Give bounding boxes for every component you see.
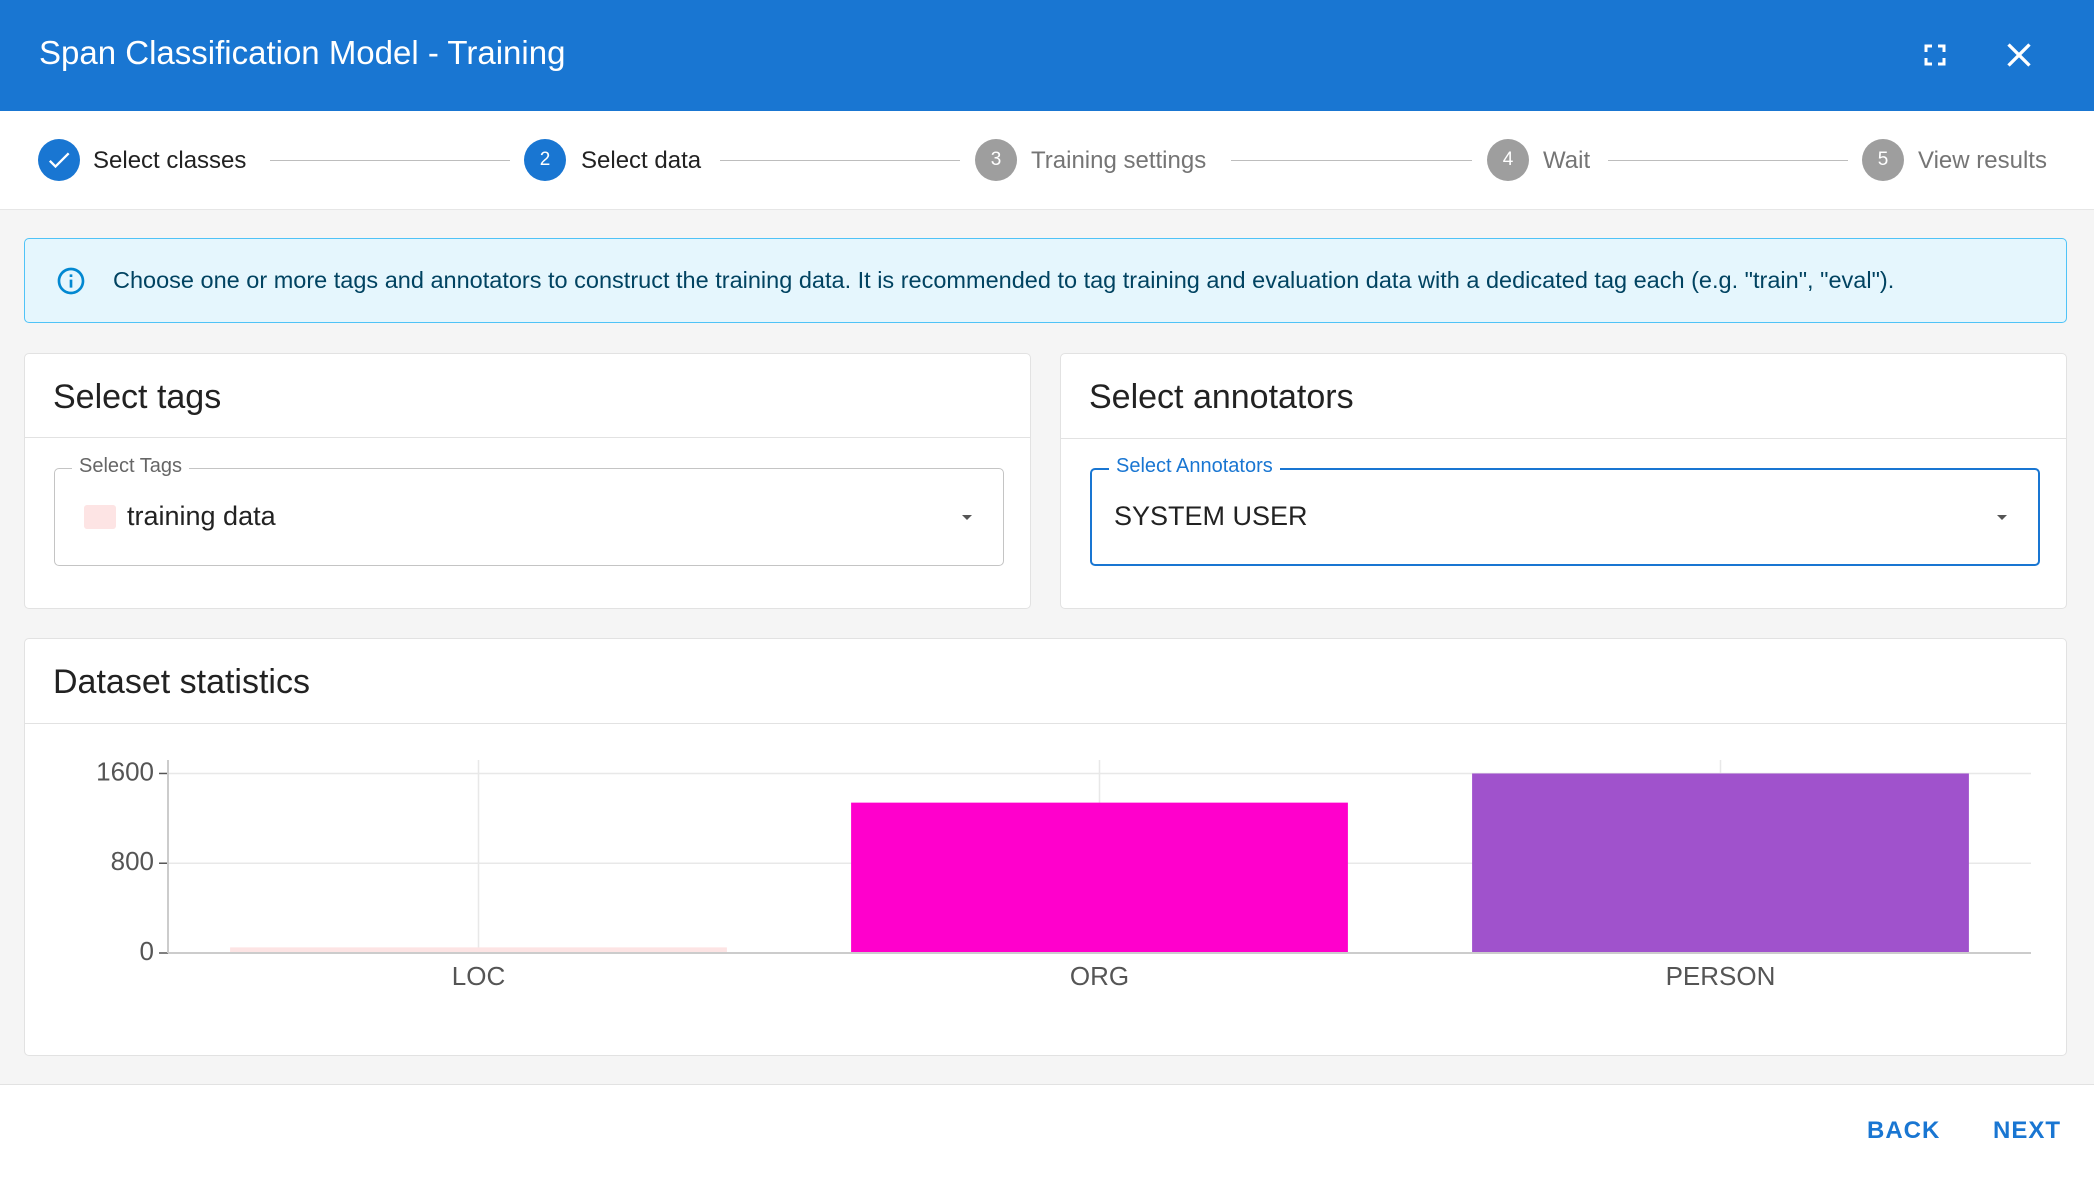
card-title: Dataset statistics (53, 663, 310, 701)
step-connector (270, 160, 510, 161)
alert-text: Choose one or more tags and annotators t… (113, 267, 1895, 293)
step-label: Select classes (93, 147, 247, 174)
card-title: Select tags (53, 378, 222, 416)
info-icon (57, 267, 85, 295)
dropdown-arrow (962, 515, 972, 520)
field-label: Select Annotators (1109, 455, 1280, 478)
step-number: 4 (1487, 139, 1529, 181)
stats-card: Dataset statistics 0 800 1600 LOC ORG PERSON (24, 638, 2067, 1056)
step-number: 5 (1862, 139, 1904, 181)
chart: 0 800 1600 LOC ORG PERSON (96, 756, 2031, 991)
step-label: View results (1918, 147, 2047, 174)
step-label: Select data (581, 147, 702, 174)
tags-card: Select tags Select Tags training data (24, 353, 1031, 609)
y-tick-label: 0 (140, 936, 154, 966)
stepper: Select classes 2 Select data 3 Training … (0, 111, 2094, 210)
bar (851, 802, 1348, 953)
y-tick-label: 1600 (96, 756, 154, 786)
tags-select[interactable]: Select Tags training data (54, 455, 1004, 566)
field-value: training data (127, 501, 276, 531)
y-tick-label: 800 (111, 846, 154, 876)
annotators-card: Select annotators Select Annotators SYST… (1060, 353, 2067, 609)
x-tick-label: ORG (1070, 961, 1129, 991)
field-value: SYSTEM USER (1114, 501, 1308, 531)
field-label: Select Tags (72, 455, 190, 478)
step-connector (1608, 160, 1848, 161)
info-alert: Choose one or more tags and annotators t… (24, 238, 2067, 323)
x-tick-label: LOC (452, 961, 505, 991)
annotators-select[interactable]: Select Annotators SYSTEM USER (1090, 455, 2040, 566)
next-button[interactable]: NEXT (1993, 1117, 2062, 1144)
back-button[interactable]: BACK (1867, 1117, 1941, 1144)
bar (230, 947, 727, 953)
step-number: 3 (975, 139, 1017, 181)
step-connector (1231, 160, 1472, 161)
close-button[interactable] (1999, 35, 2039, 75)
x-tick-label: PERSON (1666, 961, 1776, 991)
bar (1472, 773, 1969, 953)
dialog-footer: BACK NEXT (0, 1084, 2094, 1179)
tag-color-chip (84, 505, 116, 529)
dialog-header: Span Classification Model - Training (0, 0, 2094, 111)
fullscreen-button[interactable] (1917, 37, 1953, 73)
divider (25, 723, 2066, 724)
step-label: Wait (1543, 147, 1591, 174)
card-title: Select annotators (1089, 378, 1354, 416)
step-connector (720, 160, 960, 161)
dropdown-arrow (1997, 515, 2007, 520)
step-number: 2 (524, 139, 566, 181)
step-done-icon (38, 139, 80, 181)
dialog-title: Span Classification Model - Training (39, 34, 566, 71)
step-label: Training settings (1031, 147, 1207, 174)
divider (25, 437, 1030, 438)
divider (1061, 438, 2066, 439)
